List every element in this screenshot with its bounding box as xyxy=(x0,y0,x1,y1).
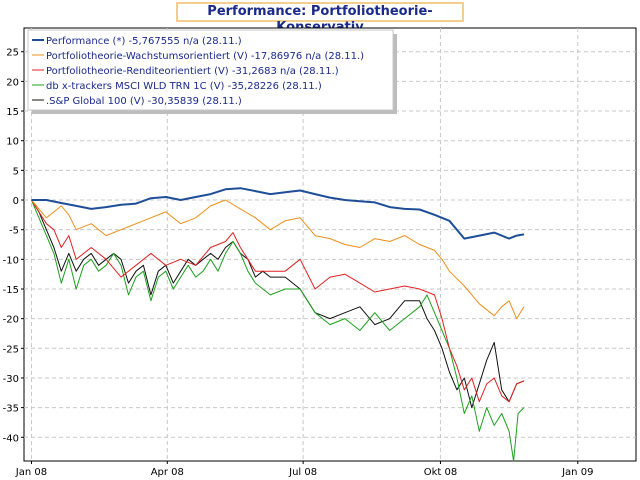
y-tick-label: 15 xyxy=(6,107,19,118)
series-lines xyxy=(31,187,525,462)
x-tick-label: Jan 08 xyxy=(15,467,47,478)
y-tick-label: -20 xyxy=(3,315,19,326)
legend-label: Portfoliotheorie-Renditeorientiert (V) -… xyxy=(46,66,339,77)
legend-label: Performance (*) -5,767555 n/a (28.11.) xyxy=(46,36,242,47)
y-tick-label: 10 xyxy=(6,137,19,148)
y-tick-label: -5 xyxy=(9,226,19,237)
y-tick-label: 20 xyxy=(6,77,19,88)
series-line-3 xyxy=(31,199,525,403)
legend-box xyxy=(27,29,394,111)
x-axis-ticks: Jan 08 Apr 08 Jul 08 Okt 08 Jan 09 xyxy=(15,461,593,478)
x-tick-label: Jan 09 xyxy=(561,467,593,478)
y-tick-label: 5 xyxy=(13,166,19,177)
y-tick-label: -30 xyxy=(3,374,19,385)
y-tick-label: -10 xyxy=(3,255,19,266)
x-tick-label: Okt 08 xyxy=(424,467,458,478)
legend: Performance (*) -5,767555 n/a (28.11.) Po… xyxy=(27,29,397,114)
legend-label: db x-trackers MSCI WLD TRN 1C (V) -35,28… xyxy=(46,81,322,92)
y-tick-label: 0 xyxy=(13,196,19,207)
x-tick-label: Jul 08 xyxy=(288,467,317,478)
y-tick-label: -35 xyxy=(3,404,19,415)
series-line-1 xyxy=(31,187,525,240)
series-line-2 xyxy=(31,199,525,320)
series-line-4 xyxy=(31,199,525,462)
legend-label: Portfoliotheorie-Wachstumsorientiert (V)… xyxy=(46,51,364,62)
y-tick-label: -25 xyxy=(3,344,19,355)
y-axis-ticks: 25 20 15 10 5 0 -5 -10 -15 -20 -25 -30 -35 -40 xyxy=(3,48,24,444)
y-tick-label: 25 xyxy=(6,48,19,59)
y-tick-label: -40 xyxy=(3,433,19,444)
chart-title: Performance: Portfoliotheorie-Konservati… xyxy=(176,2,464,35)
x-tick-label: Apr 08 xyxy=(151,467,184,478)
y-tick-label: -15 xyxy=(3,285,19,296)
legend-label: .S&P Global 100 (V) -30,35839 (28.11.) xyxy=(46,96,242,107)
